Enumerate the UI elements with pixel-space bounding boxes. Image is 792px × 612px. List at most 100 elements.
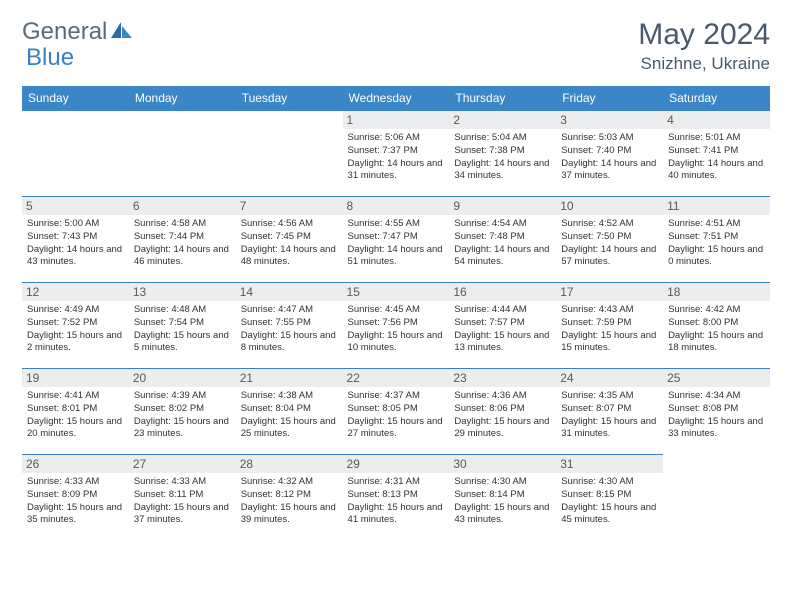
calendar-day-cell: 11 Sunrise: 4:51 AMSunset: 7:51 PMDayligh… (663, 197, 770, 283)
day-number: 21 (236, 369, 343, 387)
day-detail: Sunrise: 4:34 AMSunset: 8:08 PMDaylight:… (668, 390, 765, 441)
day-number: 8 (343, 197, 450, 215)
day-number: 29 (343, 455, 450, 473)
day-number: 12 (22, 283, 129, 301)
day-detail: Sunrise: 5:00 AMSunset: 7:43 PMDaylight:… (27, 218, 124, 269)
day-detail: Sunrise: 4:51 AMSunset: 7:51 PMDaylight:… (668, 218, 765, 269)
day-detail: Sunrise: 4:55 AMSunset: 7:47 PMDaylight:… (348, 218, 445, 269)
calendar-day-cell: 27Sunrise: 4:33 AMSunset: 8:11 PMDayligh… (129, 455, 236, 541)
day-number: 11 (663, 197, 770, 215)
calendar-day-cell: 21 Sunrise: 4:38 AMSunset: 8:04 PMDayligh… (236, 369, 343, 455)
day-number: 15 (343, 283, 450, 301)
calendar-table: SundayMondayTuesdayWednesdayThursdayFrid… (22, 86, 770, 541)
calendar-day-cell: 14 Sunrise: 4:47 AMSunset: 7:55 PMDayligh… (236, 283, 343, 369)
calendar-day-cell: 6Sunrise: 4:58 AMSunset: 7:44 PMDaylight… (129, 197, 236, 283)
day-number: 24 (556, 369, 663, 387)
logo-text-blue: Blue (26, 44, 74, 72)
day-number: 14 (236, 283, 343, 301)
calendar-day-cell: 2 Sunrise: 5:04 AMSunset: 7:38 PMDaylight… (449, 111, 556, 197)
logo-sail-icon (111, 20, 133, 45)
weekday-header: Thursday (449, 86, 556, 111)
day-number: 9 (449, 197, 556, 215)
day-detail: Sunrise: 4:47 AMSunset: 7:55 PMDaylight:… (241, 304, 338, 355)
calendar-day-cell: 12 Sunrise: 4:49 AMSunset: 7:52 PMDayligh… (22, 283, 129, 369)
day-detail: Sunrise: 4:45 AMSunset: 7:56 PMDaylight:… (348, 304, 445, 355)
calendar-day-cell (663, 455, 770, 541)
day-detail: Sunrise: 4:39 AMSunset: 8:02 PMDaylight:… (134, 390, 231, 441)
day-detail: Sunrise: 4:36 AMSunset: 8:06 PMDaylight:… (454, 390, 551, 441)
calendar-day-cell: 30 Sunrise: 4:30 AMSunset: 8:14 PMDayligh… (449, 455, 556, 541)
weekday-header: Monday (129, 86, 236, 111)
day-detail: Sunrise: 4:56 AMSunset: 7:45 PMDaylight:… (241, 218, 338, 269)
calendar-week-row: 26 Sunrise: 4:33 AMSunset: 8:09 PMDayligh… (22, 455, 770, 541)
weekday-header: Saturday (663, 86, 770, 111)
day-number: 23 (449, 369, 556, 387)
header: General May 2024 Snizhne, Ukraine (22, 18, 770, 74)
day-detail: Sunrise: 4:35 AMSunset: 8:07 PMDaylight:… (561, 390, 658, 441)
day-detail: Sunrise: 4:30 AMSunset: 8:15 PMDaylight:… (561, 476, 658, 527)
calendar-day-cell: 4 Sunrise: 5:01 AMSunset: 7:41 PMDaylight… (663, 111, 770, 197)
calendar-day-cell: 28 Sunrise: 4:32 AMSunset: 8:12 PMDayligh… (236, 455, 343, 541)
day-detail: Sunrise: 4:48 AMSunset: 7:54 PMDaylight:… (134, 304, 231, 355)
day-number: 3 (556, 111, 663, 129)
calendar-day-cell: 7Sunrise: 4:56 AMSunset: 7:45 PMDaylight… (236, 197, 343, 283)
calendar-week-row: 1 Sunrise: 5:06 AMSunset: 7:37 PMDaylight… (22, 111, 770, 197)
calendar-day-cell (22, 111, 129, 197)
day-number: 30 (449, 455, 556, 473)
title-block: May 2024 Snizhne, Ukraine (638, 18, 770, 74)
day-detail: Sunrise: 4:32 AMSunset: 8:12 PMDaylight:… (241, 476, 338, 527)
calendar-day-cell: 19 Sunrise: 4:41 AMSunset: 8:01 PMDayligh… (22, 369, 129, 455)
day-number: 26 (22, 455, 129, 473)
day-detail: Sunrise: 4:38 AMSunset: 8:04 PMDaylight:… (241, 390, 338, 441)
location: Snizhne, Ukraine (638, 54, 770, 74)
day-number: 2 (449, 111, 556, 129)
weekday-header: Wednesday (343, 86, 450, 111)
calendar-day-cell: 24 Sunrise: 4:35 AMSunset: 8:07 PMDayligh… (556, 369, 663, 455)
day-number: 17 (556, 283, 663, 301)
day-number: 19 (22, 369, 129, 387)
logo: General (22, 18, 135, 46)
calendar-day-cell (236, 111, 343, 197)
weekday-header: Friday (556, 86, 663, 111)
logo-text-general: General (22, 18, 107, 46)
day-detail: Sunrise: 4:49 AMSunset: 7:52 PMDaylight:… (27, 304, 124, 355)
day-number: 18 (663, 283, 770, 301)
calendar-day-cell: 5 Sunrise: 5:00 AMSunset: 7:43 PMDaylight… (22, 197, 129, 283)
day-detail: Sunrise: 4:33 AMSunset: 8:11 PMDaylight:… (134, 476, 231, 527)
day-detail: Sunrise: 5:01 AMSunset: 7:41 PMDaylight:… (668, 132, 765, 183)
weekday-header: Tuesday (236, 86, 343, 111)
day-number: 28 (236, 455, 343, 473)
calendar-day-cell: 29Sunrise: 4:31 AMSunset: 8:13 PMDayligh… (343, 455, 450, 541)
calendar-day-cell: 8 Sunrise: 4:55 AMSunset: 7:47 PMDaylight… (343, 197, 450, 283)
calendar-day-cell: 3Sunrise: 5:03 AMSunset: 7:40 PMDaylight… (556, 111, 663, 197)
calendar-day-cell: 16Sunrise: 4:44 AMSunset: 7:57 PMDayligh… (449, 283, 556, 369)
day-detail: Sunrise: 4:44 AMSunset: 7:57 PMDaylight:… (454, 304, 551, 355)
day-detail: Sunrise: 4:42 AMSunset: 8:00 PMDaylight:… (668, 304, 765, 355)
day-number: 31 (556, 455, 663, 473)
day-detail: Sunrise: 5:04 AMSunset: 7:38 PMDaylight:… (454, 132, 551, 183)
day-number: 13 (129, 283, 236, 301)
calendar-day-cell: 18 Sunrise: 4:42 AMSunset: 8:00 PMDayligh… (663, 283, 770, 369)
weekday-header-row: SundayMondayTuesdayWednesdayThursdayFrid… (22, 86, 770, 111)
day-detail: Sunrise: 4:41 AMSunset: 8:01 PMDaylight:… (27, 390, 124, 441)
day-detail: Sunrise: 4:33 AMSunset: 8:09 PMDaylight:… (27, 476, 124, 527)
calendar-day-cell: 20Sunrise: 4:39 AMSunset: 8:02 PMDayligh… (129, 369, 236, 455)
calendar-week-row: 12 Sunrise: 4:49 AMSunset: 7:52 PMDayligh… (22, 283, 770, 369)
calendar-day-cell (129, 111, 236, 197)
day-number: 1 (343, 111, 450, 129)
day-number: 6 (129, 197, 236, 215)
day-detail: Sunrise: 4:52 AMSunset: 7:50 PMDaylight:… (561, 218, 658, 269)
day-detail: Sunrise: 4:30 AMSunset: 8:14 PMDaylight:… (454, 476, 551, 527)
calendar-day-cell: 22Sunrise: 4:37 AMSunset: 8:05 PMDayligh… (343, 369, 450, 455)
day-detail: Sunrise: 4:37 AMSunset: 8:05 PMDaylight:… (348, 390, 445, 441)
calendar-day-cell: 15 Sunrise: 4:45 AMSunset: 7:56 PMDayligh… (343, 283, 450, 369)
day-detail: Sunrise: 5:06 AMSunset: 7:37 PMDaylight:… (348, 132, 445, 183)
calendar-body: 1 Sunrise: 5:06 AMSunset: 7:37 PMDaylight… (22, 111, 770, 541)
day-number: 10 (556, 197, 663, 215)
calendar-week-row: 19 Sunrise: 4:41 AMSunset: 8:01 PMDayligh… (22, 369, 770, 455)
day-number: 4 (663, 111, 770, 129)
calendar-day-cell: 25Sunrise: 4:34 AMSunset: 8:08 PMDayligh… (663, 369, 770, 455)
calendar-day-cell: 9 Sunrise: 4:54 AMSunset: 7:48 PMDaylight… (449, 197, 556, 283)
day-number: 5 (22, 197, 129, 215)
day-detail: Sunrise: 4:54 AMSunset: 7:48 PMDaylight:… (454, 218, 551, 269)
